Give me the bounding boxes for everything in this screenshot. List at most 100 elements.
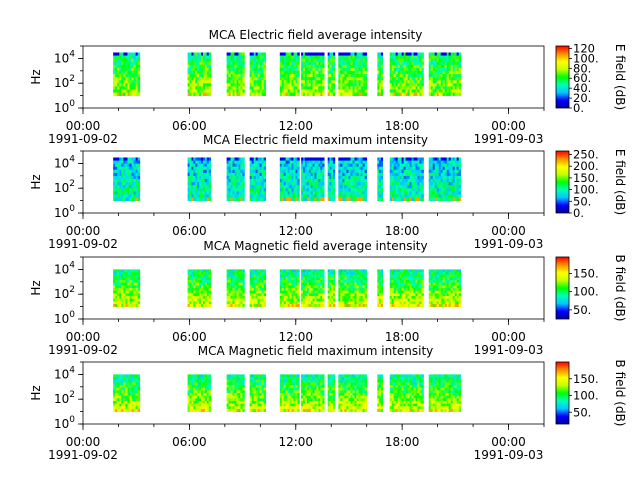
spectrogram-cell [191, 83, 194, 87]
spectrogram-cell [121, 179, 124, 183]
spectrogram-cell [293, 52, 296, 56]
spectrogram-cell [117, 295, 120, 300]
spectrogram-cell [352, 169, 355, 174]
spectrogram-cell [226, 52, 229, 56]
spectrogram-cell [191, 293, 194, 297]
spectrogram-cell [113, 172, 116, 177]
spectrogram-cell [281, 277, 285, 281]
spectrogram-cell [403, 64, 406, 69]
spectrogram-cell [346, 64, 349, 69]
spectrogram-cell [391, 274, 395, 278]
spectrogram-cell [306, 169, 310, 174]
spectrogram-cell [240, 52, 243, 56]
spectrogram-cell [303, 272, 306, 276]
spectrogram-cell [301, 58, 304, 63]
spectrogram-cell [137, 52, 141, 56]
spectrogram-cell [301, 185, 304, 189]
spectrogram-cell [348, 274, 351, 278]
spectrogram-cell [263, 83, 267, 87]
spectrogram-cell [358, 77, 362, 81]
spectrogram-cell [354, 285, 357, 289]
spectrogram-cell [442, 89, 446, 93]
spectrogram-cell [242, 74, 245, 78]
spectrogram-cell [202, 274, 206, 278]
spectrogram-cell [197, 163, 200, 168]
spectrogram-cell [348, 185, 351, 189]
colorbar-label: E field (dB) [613, 149, 627, 215]
spectrogram-cell [121, 74, 124, 78]
spectrogram-cell [348, 77, 351, 81]
spectrogram-cell [342, 64, 345, 69]
spectrogram-cell [442, 277, 446, 281]
spectrogram-cell [348, 89, 351, 93]
spectrogram-cell [329, 303, 332, 307]
spectrogram-cell [236, 179, 239, 183]
spectrogram-cell [191, 70, 194, 75]
spectrogram-cell [403, 197, 406, 201]
spectrogram-cell [228, 86, 231, 90]
spectrogram-cell [297, 298, 300, 302]
spectrogram-cell [125, 277, 128, 281]
spectrogram-cell [342, 272, 345, 276]
spectrogram-cell [281, 169, 285, 174]
spectrogram-cell [301, 288, 304, 292]
spectrogram-cell [432, 277, 436, 281]
spectrogram-cell [306, 290, 310, 294]
spectrogram-cell [240, 175, 243, 180]
spectrogram-cell [417, 188, 420, 192]
spectrogram-cell [434, 285, 438, 289]
spectrogram-cell [253, 80, 257, 84]
spectrogram-cell [458, 64, 462, 69]
spectrogram-cell [238, 185, 241, 189]
spectrogram-cell [115, 290, 118, 294]
spectrogram-cell [287, 80, 290, 84]
spectrogram-cell [356, 191, 359, 195]
spectrogram-cell [242, 80, 245, 84]
spectrogram-cell [249, 160, 253, 165]
spectrogram-cell [208, 295, 212, 300]
spectrogram-cell [405, 86, 408, 90]
spectrogram-cell [208, 277, 212, 281]
spectrogram-cell [197, 274, 200, 278]
spectrogram-cell [310, 293, 314, 297]
spectrogram-cell [377, 89, 380, 93]
spectrogram-cell [135, 282, 139, 286]
spectrogram-cell [291, 301, 294, 305]
spectrogram-cell [395, 169, 399, 174]
spectrogram-cell [393, 269, 397, 273]
spectrogram-cell [232, 169, 235, 174]
spectrogram-cell [251, 52, 255, 56]
spectrogram-cell [340, 61, 343, 66]
spectrogram-cell [257, 277, 261, 281]
spectrogram-cell [446, 197, 450, 201]
spectrogram-cell [415, 277, 418, 281]
spectrogram-cell [202, 92, 206, 96]
spectrogram-cell [344, 269, 347, 273]
spectrogram-segment [428, 269, 462, 307]
spectrogram-cell [113, 77, 116, 81]
spectrogram-cell [395, 74, 399, 78]
spectrogram-cell [401, 285, 405, 289]
spectrogram-cell [432, 83, 436, 87]
spectrogram-cell [403, 194, 406, 198]
spectrogram-cell [316, 282, 319, 286]
spectrogram-cell [436, 274, 440, 278]
spectrogram-cell [411, 74, 414, 78]
spectrogram-cell [117, 163, 120, 168]
spectrogram-cell [419, 282, 422, 286]
spectrogram-cell [230, 166, 233, 171]
spectrogram-cell [413, 182, 416, 186]
spectrogram-cell [291, 157, 294, 161]
spectrogram-cell [407, 74, 410, 78]
spectrogram-cell [316, 157, 319, 161]
spectrogram-cell [123, 194, 126, 198]
spectrogram-cell [411, 298, 414, 302]
spectrogram-cell [389, 163, 393, 168]
spectrogram-cell [195, 61, 198, 66]
spectrogram-cell [432, 282, 436, 286]
colorbar-tick-label: 60. [573, 71, 591, 85]
spectrogram-cell [289, 55, 292, 60]
spectrogram-cell [191, 160, 194, 165]
spectrogram-cell [133, 157, 137, 161]
spectrogram-cell [236, 92, 239, 96]
